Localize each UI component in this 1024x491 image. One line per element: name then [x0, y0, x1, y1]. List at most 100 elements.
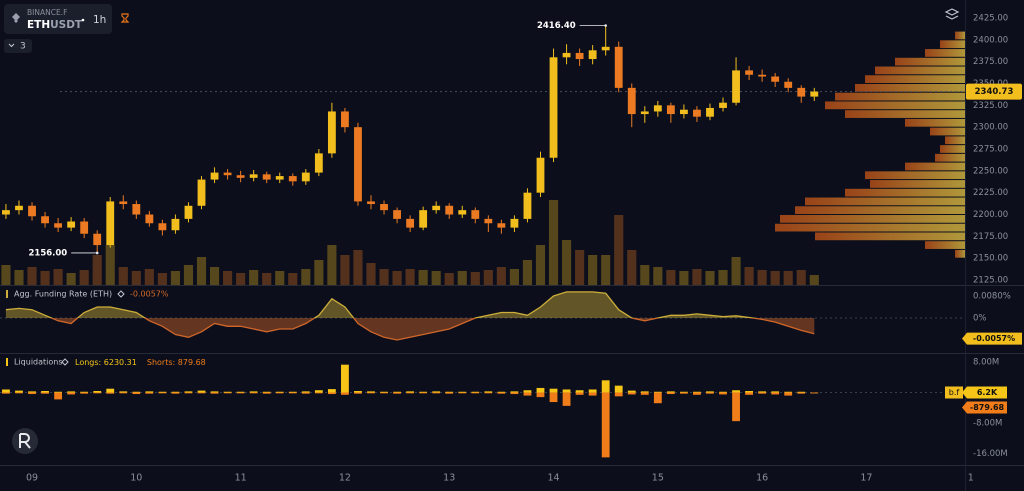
volume-bar — [588, 255, 598, 285]
liquidation-bar — [471, 391, 480, 393]
candle-body — [236, 175, 245, 178]
interval[interactable]: 1h — [93, 14, 106, 26]
candle-body — [314, 153, 323, 173]
liquidation-bar — [93, 392, 102, 394]
candle-body — [771, 76, 780, 82]
volume-bar — [640, 265, 650, 285]
liquidation-bar — [197, 392, 206, 394]
annotation-label: 2416.40 — [537, 21, 576, 31]
volume-profile-bar — [955, 31, 965, 40]
volume-bar — [692, 269, 702, 285]
volume-bar — [496, 267, 506, 285]
volume-bar — [705, 271, 715, 285]
x-tick-label: 17 — [860, 473, 872, 484]
liquidation-bar — [15, 392, 23, 394]
exchange: BINANCE.F — [27, 8, 67, 17]
x-tick-label: 16 — [756, 473, 768, 484]
candle-body — [28, 205, 36, 217]
candle-body — [80, 221, 89, 234]
liquidation-bar — [549, 392, 558, 403]
liquidation-bar — [132, 392, 141, 395]
volume-bar — [731, 257, 741, 285]
liquidation-bar — [588, 389, 597, 393]
pane-title: Agg. Funding Rate (ETH) — [14, 290, 112, 299]
liquidation-bar — [419, 392, 428, 394]
last-value-tag — [962, 401, 1007, 414]
symbol-quote: USDT — [50, 19, 83, 31]
volume-bar — [405, 269, 415, 285]
liquidation-bar — [614, 392, 623, 397]
symbol-box[interactable] — [4, 4, 112, 34]
candle-body — [106, 201, 115, 246]
y-tick-label: 0% — [973, 314, 987, 324]
liquidation-bar — [614, 385, 623, 393]
volume-bar — [340, 255, 350, 285]
candle-body — [275, 176, 284, 180]
volume-bar — [575, 250, 585, 285]
candle-body — [419, 210, 428, 228]
liquidation-bar — [314, 392, 323, 394]
funding-part — [5, 291, 758, 319]
legend-entry: Longs: 6230.31 — [75, 358, 137, 367]
x-tick-label: 14 — [547, 473, 559, 484]
volume-bar — [209, 267, 220, 285]
liquidation-bar — [132, 391, 141, 393]
volume-profile-bar — [925, 241, 965, 249]
x-tick-label: 13 — [443, 473, 455, 484]
y-tick-label: 2175.00 — [973, 232, 1008, 242]
volume-bar — [744, 267, 754, 285]
liquidation-bar — [184, 392, 193, 394]
volume-bar — [275, 271, 285, 285]
volume-profile-bar — [775, 223, 965, 232]
candle-body — [249, 174, 258, 178]
y-tick-label: -16.00M — [973, 449, 1008, 459]
y-tick-label: 2200.00 — [973, 210, 1008, 220]
liquidation-bar — [666, 391, 675, 393]
liquidation-bar — [67, 392, 76, 395]
candle-body — [549, 57, 558, 158]
candle-body — [653, 105, 662, 112]
last-value-label: -879.68 — [970, 403, 1005, 412]
liquidation-bar — [523, 390, 532, 393]
indicator-toggle[interactable] — [4, 39, 32, 53]
liquidation-bar — [484, 391, 493, 393]
liquidation-bar — [406, 392, 415, 394]
volume-profile-bar — [945, 136, 965, 145]
volume-bar — [288, 273, 298, 285]
funding-area — [5, 291, 753, 319]
y-tick-label: 2425.00 — [973, 13, 1008, 23]
liquidation-bar — [784, 391, 793, 393]
liquidation-bar — [80, 392, 89, 394]
candle-body — [627, 87, 636, 115]
candle-body — [380, 204, 388, 211]
volume-bar — [483, 270, 493, 285]
volume-bar — [40, 271, 50, 285]
candle-body — [510, 218, 519, 228]
liquidation-bar — [653, 391, 662, 393]
candle-body — [119, 201, 128, 205]
candle-body — [54, 223, 63, 228]
legend-name: Longs: — [75, 358, 101, 367]
volume-bar — [66, 273, 76, 285]
liquidation-bar — [484, 392, 493, 394]
source-tag — [945, 386, 963, 399]
liquidation-bar — [719, 392, 727, 395]
annotation-label: 2156.00 — [28, 248, 67, 258]
x-tick-label: 10 — [130, 473, 142, 484]
volume-bar — [548, 200, 559, 285]
liquidation-bar — [679, 391, 688, 393]
liquidation-bar — [797, 391, 806, 393]
liquidation-bar — [419, 391, 428, 393]
layers-icon[interactable] — [944, 8, 960, 20]
volume-bar — [170, 271, 180, 285]
volume-bar — [770, 271, 780, 285]
candle-body — [67, 221, 76, 228]
pin-icon[interactable] — [120, 13, 130, 23]
liquidation-bar — [575, 392, 584, 395]
liquidation-bar — [732, 390, 740, 393]
candle-body — [171, 218, 180, 231]
y-tick-label: 2125.00 — [973, 276, 1008, 286]
y-tick-label: 8.00M — [973, 358, 999, 368]
liquidation-bar — [562, 392, 571, 406]
liquidation-bar — [627, 390, 636, 393]
